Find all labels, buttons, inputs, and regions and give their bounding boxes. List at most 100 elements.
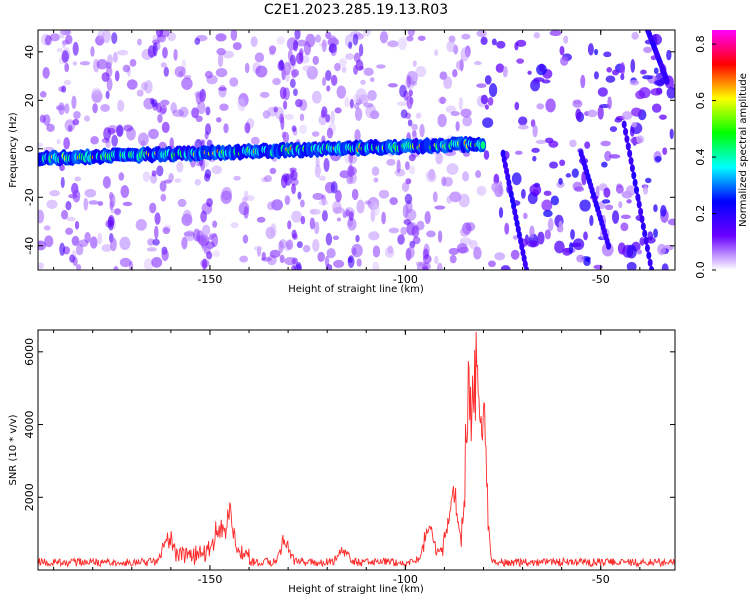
heatmap-cell [594, 48, 599, 56]
heatmap-cell [515, 39, 527, 47]
heatmap-cell [408, 89, 413, 97]
heatmap-cell [626, 199, 632, 204]
heatmap-cell [72, 189, 81, 203]
heatmap-cell [105, 90, 110, 100]
heatmap-cell [387, 83, 398, 88]
heatmap-cell [206, 197, 213, 207]
heatmap-cell [426, 230, 436, 238]
heatmap-cell [422, 254, 432, 264]
heatmap-cell [601, 161, 608, 168]
heatmap-cell [269, 51, 276, 56]
heatmap-cell [211, 165, 222, 175]
heatmap-cell [657, 243, 667, 256]
heatmap-cell [502, 66, 508, 78]
heatmap-cell [462, 115, 473, 127]
heatmap-cell [229, 77, 239, 87]
heatmap-cell [58, 102, 65, 116]
heatmap-cell [347, 256, 353, 263]
heatmap-cell [356, 199, 365, 214]
heatmap-cell [593, 264, 603, 270]
heatmap-cell [114, 70, 120, 82]
heatmap-cell [325, 31, 332, 40]
heatmap-cell [160, 62, 167, 68]
heatmap-cell [558, 220, 563, 232]
heatmap-cell [476, 185, 487, 196]
heatmap-cell [532, 155, 537, 162]
heatmap-cell [325, 69, 332, 82]
heatmap-cell [493, 173, 500, 185]
heatmap-cell [90, 46, 95, 57]
heatmap-cell [397, 37, 407, 51]
heatmap-cell [549, 161, 559, 169]
heatmap-cell [215, 33, 227, 42]
colorbar-tick-label: 0.2 [694, 205, 707, 223]
heatmap-cell [514, 150, 523, 155]
heatmap-cell [56, 47, 63, 53]
heatmap-cell [294, 264, 302, 270]
heatmap-cell [201, 224, 211, 236]
heatmap-cell [579, 199, 591, 212]
heatmap-cell [450, 111, 460, 117]
colorbar-tick-label: 0.0 [694, 261, 707, 279]
heatmap-cell [117, 99, 125, 112]
heatmap-cell [287, 220, 292, 230]
heatmap-cell [291, 183, 296, 195]
heatmap-cell [532, 124, 538, 138]
heatmap-cell [458, 97, 463, 111]
heatmap-cell [72, 41, 79, 56]
heatmap-cell [488, 260, 496, 268]
heatmap-cell [43, 114, 51, 126]
heatmap-cell [147, 45, 156, 58]
heatmap-cell [426, 172, 437, 183]
heatmap-cell [642, 75, 653, 80]
heatmap-cell [309, 217, 316, 230]
heatmap-cell [434, 205, 446, 210]
heatmap-cell [241, 196, 248, 203]
heatmap-cell [72, 118, 80, 126]
heatmap-cell [332, 235, 340, 241]
heatmap-cell [365, 104, 377, 119]
heatmap-cell [417, 35, 426, 41]
heatmap-cell [523, 212, 528, 220]
heatmap-cell [625, 142, 631, 151]
heatmap-cell [212, 250, 220, 258]
heatmap-cell [364, 200, 372, 205]
heatmap-cell [154, 225, 159, 240]
heatmap-cell [38, 142, 44, 148]
heatmap-cell [215, 68, 228, 78]
heatmap-cell [404, 193, 413, 205]
heatmap-cell [46, 199, 58, 209]
heatmap-cell [603, 51, 612, 58]
heatmap-cell [487, 97, 494, 106]
heatmap-cell [259, 91, 270, 98]
heatmap-cell [518, 116, 528, 126]
heatmap-cell [147, 238, 155, 246]
colorbar-label: Normalized spectral amplitude [738, 73, 749, 227]
heatmap-cell [605, 75, 616, 83]
heatmap-cell [56, 139, 61, 145]
heatmap-cell [244, 122, 251, 134]
heatmap-cell [290, 170, 298, 181]
heatmap-cell [157, 113, 163, 123]
heatmap-cell [311, 90, 322, 104]
heatmap-cell [103, 127, 112, 141]
heatmap-cell [140, 81, 148, 91]
heatmap-cell [612, 69, 620, 76]
heatmap-cell [196, 230, 204, 244]
heatmap-cell [320, 110, 326, 119]
heatmap-cell [279, 113, 284, 124]
heatmap-cell [91, 87, 102, 95]
heatmap-cell [83, 115, 91, 122]
heatmap-cell [348, 41, 353, 49]
heatmap-cell [289, 78, 296, 89]
heatmap-cell [443, 76, 453, 89]
heatmap-cell [587, 109, 598, 118]
heatmap-cell [484, 75, 492, 85]
x-tick-label: -150 [197, 273, 222, 286]
heatmap-cell [396, 159, 401, 174]
heatmap-cell [283, 61, 292, 76]
heatmap-cell [523, 266, 529, 270]
heatmap-cell [159, 180, 167, 192]
heatmap-cell [627, 149, 633, 158]
heatmap-cell [309, 208, 317, 215]
